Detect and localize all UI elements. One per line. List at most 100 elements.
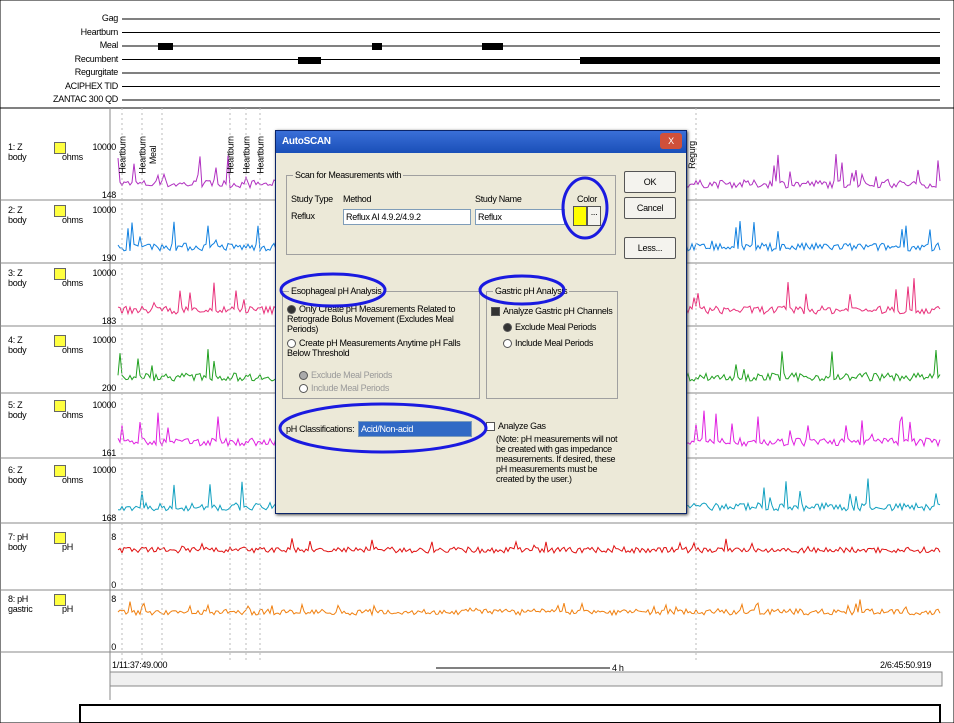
checkbox[interactable]: Analyze Gas — [498, 421, 546, 431]
scale-max: 10000 — [92, 465, 116, 475]
marker-label: Heartburn — [225, 136, 236, 174]
overview-strip — [79, 704, 941, 723]
event-label: Gag — [101, 13, 118, 23]
radio-option: Include Meal Periods — [311, 383, 390, 393]
group-legend: Gastric pH Analysis — [493, 286, 570, 296]
color-button[interactable]: ... — [587, 206, 601, 226]
channel-icon[interactable] — [54, 205, 66, 217]
scale-max: 10000 — [92, 335, 116, 345]
time-span: 4 h — [612, 663, 624, 673]
channel-site: body — [8, 152, 27, 162]
label: Method — [343, 194, 372, 204]
gastric-group: Gastric pH Analysis Analyze Gastric pH C… — [486, 286, 618, 399]
scale-min: 168 — [101, 513, 116, 523]
note: (Note: pH measurements will not be creat… — [496, 434, 618, 484]
label: pH Classifications: — [286, 424, 355, 434]
channel-unit: ohms — [62, 475, 83, 485]
channel-unit: ohms — [62, 215, 83, 225]
close-button[interactable]: X — [660, 133, 682, 149]
marker-label: Heartburn — [137, 136, 148, 174]
scale-min: 183 — [101, 316, 116, 326]
recumbent-bar — [580, 57, 940, 64]
event-label: Recumbent — [74, 53, 119, 64]
event-label: ZANTAC 300 QD — [53, 94, 118, 104]
signal-trace — [117, 599, 941, 617]
scale-min: 148 — [101, 190, 116, 200]
scale-min: 190 — [101, 253, 116, 263]
channel-name: 2: Z — [8, 205, 23, 215]
label: Study Type — [291, 194, 333, 204]
time-end: 2/6:45:50.919 — [880, 660, 932, 670]
channel-unit: pH — [62, 542, 73, 552]
group-legend: Scan for Measurements with — [293, 170, 404, 180]
channel-icon[interactable] — [54, 465, 66, 477]
marker-label: Heartburn — [117, 136, 128, 174]
radio-option[interactable]: Only Create pH Measurements Related to R… — [287, 304, 456, 335]
channel-site: body — [8, 215, 27, 225]
channel-name: 3: Z — [8, 268, 23, 278]
channel-name: 5: Z — [8, 400, 23, 410]
event-label: Meal — [99, 40, 119, 50]
radio-option: Exclude Meal Periods — [311, 370, 393, 380]
label: Color — [577, 194, 598, 204]
channel-icon[interactable] — [54, 594, 66, 606]
scale-max: 10000 — [92, 268, 116, 278]
channel-unit: ohms — [62, 152, 83, 162]
channel-site: body — [8, 410, 27, 420]
value: Reflux — [291, 211, 315, 221]
radio-option[interactable]: Exclude Meal Periods — [515, 322, 597, 332]
less-button[interactable]: Less... — [624, 237, 676, 259]
recumbent-bar — [298, 57, 321, 64]
label: Study Name — [475, 194, 522, 204]
channel-name: 4: Z — [8, 335, 23, 345]
channel-name: 1: Z — [8, 142, 23, 152]
channel-name: 6: Z — [8, 465, 23, 475]
channel-site: gastric — [8, 604, 33, 614]
marker-label: Regurg — [686, 141, 697, 169]
checkbox[interactable]: Analyze Gastric pH Channels — [503, 306, 613, 316]
signal-trace — [117, 538, 941, 555]
scale-max: 10000 — [92, 400, 116, 410]
marker-label: Heartburn — [255, 136, 266, 174]
ph-class-select[interactable]: Acid/Non-acid — [358, 421, 472, 437]
scrollbar[interactable] — [109, 671, 943, 687]
scale-max: 8 — [111, 532, 116, 542]
group-legend: Esophageal pH Analysis — [289, 286, 384, 296]
scale-min: 0 — [111, 580, 116, 590]
marker-label: Heartburn — [241, 136, 252, 174]
channel-site: body — [8, 278, 27, 288]
study-name-input[interactable]: Reflux — [475, 209, 565, 225]
dialog-title: AutoSCAN — [282, 136, 331, 147]
channel-unit: pH — [62, 604, 73, 614]
channel-icon[interactable] — [54, 335, 66, 347]
event-label: Heartburn — [80, 26, 119, 37]
autoscan-dialog: AutoSCAN X Scan for Measurements with St… — [275, 130, 687, 514]
event-label: Regurgitate — [74, 67, 119, 77]
scale-min: 0 — [111, 642, 116, 652]
marker-label: Meal — [148, 145, 159, 165]
channel-name: 8: pH — [8, 594, 29, 604]
ok-button[interactable]: OK — [624, 171, 676, 193]
channel-icon[interactable] — [54, 142, 66, 154]
color-swatch[interactable] — [573, 206, 587, 226]
scan-group: Scan for Measurements with Study Type Re… — [286, 170, 616, 255]
channel-unit: ohms — [62, 410, 83, 420]
method-select[interactable]: Reflux AI 4.9.2/4.9.2 — [343, 209, 471, 225]
scale-max: 10000 — [92, 142, 116, 152]
time-start: 1/11:37:49.000 — [112, 660, 168, 670]
channel-icon[interactable] — [54, 268, 66, 280]
channel-icon[interactable] — [54, 400, 66, 412]
scale-max: 10000 — [92, 205, 116, 215]
radio-option[interactable]: Create pH Measurements Anytime pH Falls … — [287, 338, 461, 359]
channel-site: body — [8, 542, 27, 552]
channel-site: body — [8, 345, 27, 355]
radio-option[interactable]: Include Meal Periods — [515, 338, 594, 348]
channel-unit: ohms — [62, 345, 83, 355]
scale-min: 161 — [101, 448, 116, 458]
channel-icon[interactable] — [54, 532, 66, 544]
event-label: ACIPHEX TID — [64, 80, 118, 91]
scale-max: 8 — [111, 594, 116, 604]
channel-unit: ohms — [62, 278, 83, 288]
cancel-button[interactable]: Cancel — [624, 197, 676, 219]
